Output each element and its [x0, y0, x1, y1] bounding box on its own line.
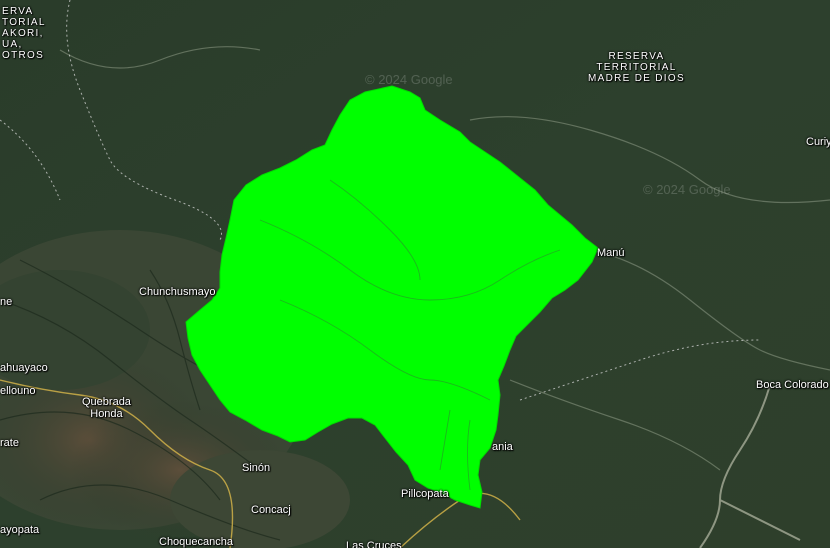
label-reserva-madre-de-dios: RESERVA TERRITORIAL MADRE DE DIOS: [588, 51, 685, 84]
map-watermark-2: © 2024 Google: [643, 182, 731, 197]
label-choquecancha: Choquecancha: [159, 536, 234, 548]
label-ellouno: ellouno: [0, 385, 36, 397]
label-chunchusmayo: Chunchusmayo: [139, 286, 216, 298]
label-las-cruces: Las Cruces: [346, 540, 402, 548]
label-ne: ne: [0, 296, 13, 308]
label-pillcopata: Pillcopata: [401, 488, 449, 500]
label-ania: ania: [492, 441, 513, 453]
label-ayopata: ayopata: [0, 524, 40, 536]
map-watermark: © 2024 Google: [365, 72, 453, 87]
label-quebrada-honda: Quebrada Honda: [82, 396, 131, 420]
label-concacj: Concacj: [251, 504, 291, 516]
label-rate: rate: [0, 437, 19, 449]
label-reserve-top-left: ERVA TORIAL AKORI, UA, OTROS: [2, 6, 46, 61]
label-boca-colorado: Boca Colorado: [756, 379, 829, 391]
label-sinon: Sinón: [242, 462, 271, 474]
label-curiy: Curiy: [806, 136, 830, 148]
highlighted-region: [185, 85, 599, 509]
label-ahuayaco: ahuayaco: [0, 362, 48, 374]
label-manu: Manú: [597, 247, 625, 259]
